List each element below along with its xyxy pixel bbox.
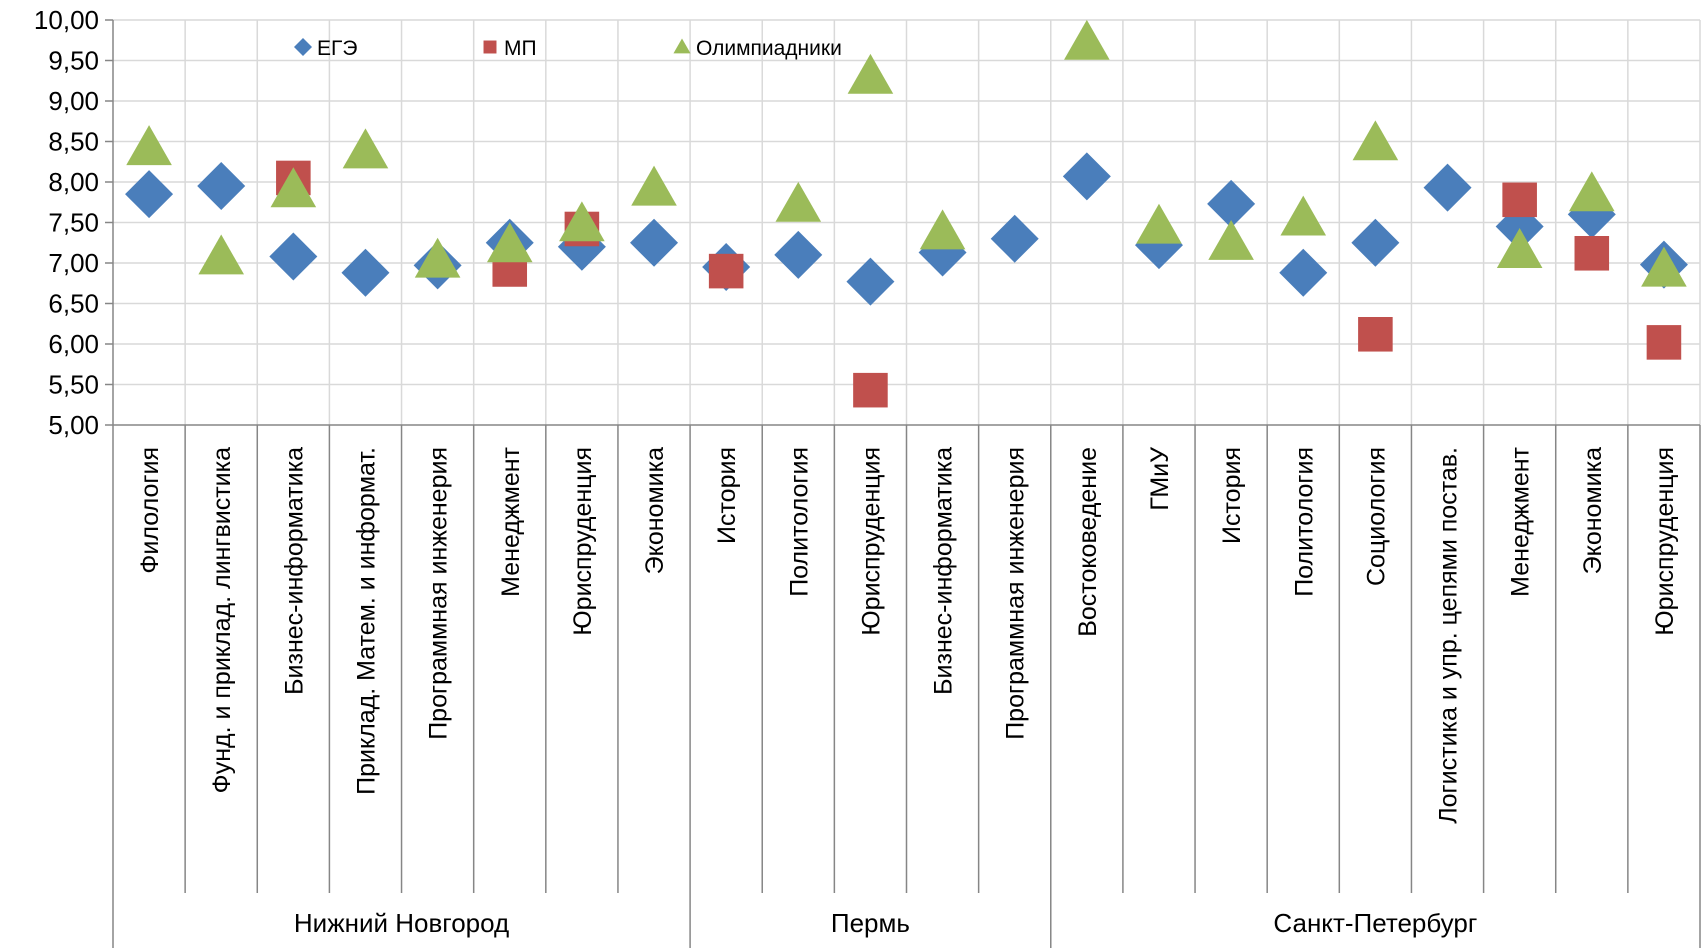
group-label: Нижний Новгород	[294, 908, 509, 938]
point-triangle	[631, 165, 677, 206]
point-triangle	[775, 181, 822, 222]
point-diamond	[1207, 179, 1256, 228]
category-label: Политология	[1290, 447, 1318, 597]
point-square	[1502, 182, 1537, 218]
y-tick-label: 8,50	[48, 127, 99, 157]
point-triangle	[486, 222, 533, 263]
point-square	[708, 253, 744, 289]
point-diamond	[1062, 152, 1111, 201]
point-triangle	[414, 237, 461, 278]
legend: ЕГЭ МП Олимпиадники	[294, 37, 842, 60]
y-tick-label: 7,50	[48, 208, 99, 238]
category-label: Бизнес-информатика	[930, 447, 958, 695]
point-diamond	[1279, 248, 1328, 297]
legend-marker-diamond	[294, 38, 312, 56]
group-label: Пермь	[831, 908, 910, 938]
point-diamond	[1351, 218, 1400, 267]
point-square	[1358, 317, 1393, 352]
category-label: Филология	[136, 447, 164, 574]
legend-label: МП	[504, 37, 537, 60]
legend-label: ЕГЭ	[317, 37, 357, 60]
category-label: История	[713, 447, 741, 544]
point-diamond	[1423, 163, 1472, 212]
point-diamond	[846, 257, 895, 306]
point-triangle	[1280, 195, 1327, 236]
point-triangle	[919, 209, 966, 250]
y-tick-label: 10,00	[34, 5, 99, 35]
point-triangle	[1136, 203, 1182, 244]
y-tick-label: 6,50	[48, 289, 99, 319]
category-label: ГМиУ	[1146, 447, 1174, 511]
gridlines	[113, 19, 1701, 425]
point-diamond	[630, 218, 679, 267]
category-label: Юриспруденция	[857, 447, 885, 636]
data-points	[125, 19, 1688, 408]
point-square	[1646, 325, 1682, 360]
y-tick-label: 8,00	[48, 167, 99, 197]
legend-marker-square	[483, 40, 497, 54]
y-tick-label: 5,00	[48, 410, 99, 440]
category-label: Социология	[1362, 447, 1390, 586]
category-label: Востоковедение	[1074, 447, 1102, 637]
y-tick-label: 9,50	[48, 46, 99, 76]
category-label: Менеджмент	[1507, 446, 1535, 596]
y-tick-label: 6,00	[48, 329, 99, 359]
category-label: Экономика	[1579, 447, 1607, 574]
y-tick-label: 9,00	[48, 86, 99, 116]
category-label: Программная инженерия	[425, 447, 453, 740]
point-square	[853, 372, 888, 408]
point-triangle	[1352, 120, 1399, 161]
y-axis-ticks: 5,00 5,50 6,00 6,50 7,00 7,50 8,00 8,50 9,00 9,50…	[34, 5, 113, 440]
point-triangle	[559, 201, 605, 242]
category-label: Бизнес-информатика	[280, 447, 308, 695]
category-label: Приклад. Матем. и информат.	[352, 447, 380, 795]
point-triangle	[1064, 19, 1110, 60]
point-triangle	[1496, 228, 1543, 268]
point-triangle	[270, 167, 317, 208]
point-diamond	[774, 230, 823, 279]
category-label: Логистика и упр. цепями постав.	[1435, 447, 1463, 824]
category-label: Юриспруденция	[1651, 447, 1679, 636]
point-diamond	[197, 162, 246, 211]
category-label: Политология	[785, 447, 813, 597]
y-tick-label: 7,00	[48, 248, 99, 278]
point-diamond	[269, 232, 318, 281]
group-label: Санкт-Петербург	[1273, 908, 1477, 938]
point-diamond	[341, 248, 390, 297]
point-diamond	[125, 170, 174, 219]
x-axis: Филология Фунд. и приклад. лингвистика Биз…	[112, 20, 1701, 948]
point-triangle	[1641, 246, 1687, 287]
category-label: История	[1218, 447, 1246, 544]
category-label: Экономика	[641, 447, 669, 574]
point-diamond	[990, 214, 1039, 263]
point-triangle	[342, 128, 389, 169]
point-triangle	[847, 53, 894, 94]
point-triangle	[1568, 171, 1615, 212]
category-label: Программная инженерия	[1002, 447, 1030, 740]
point-square	[1574, 236, 1610, 271]
point-triangle	[198, 234, 245, 275]
point-triangle	[1208, 219, 1254, 260]
category-label: Фунд. и приклад. лингвистика	[208, 447, 236, 793]
category-label: Менеджмент	[497, 446, 525, 596]
legend-marker-triangle	[673, 38, 691, 54]
y-tick-label: 5,50	[48, 370, 99, 400]
legend-label: Олимпиадники	[696, 37, 842, 60]
category-label: Юриспруденция	[569, 447, 597, 636]
point-triangle	[126, 125, 172, 166]
